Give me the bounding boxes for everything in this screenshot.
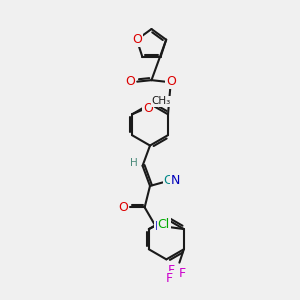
- Text: O: O: [132, 33, 142, 46]
- Text: O: O: [166, 75, 176, 88]
- Text: O: O: [143, 103, 153, 116]
- Text: N: N: [155, 220, 164, 233]
- Text: O: O: [126, 74, 136, 88]
- Text: H: H: [163, 222, 170, 232]
- Text: C: C: [164, 174, 172, 188]
- Text: F: F: [167, 265, 175, 278]
- Text: Cl: Cl: [158, 218, 170, 231]
- Text: F: F: [165, 272, 172, 285]
- Text: O: O: [118, 201, 128, 214]
- Text: F: F: [179, 267, 186, 280]
- Text: H: H: [130, 158, 138, 168]
- Text: CH₃: CH₃: [152, 96, 171, 106]
- Text: N: N: [171, 174, 181, 188]
